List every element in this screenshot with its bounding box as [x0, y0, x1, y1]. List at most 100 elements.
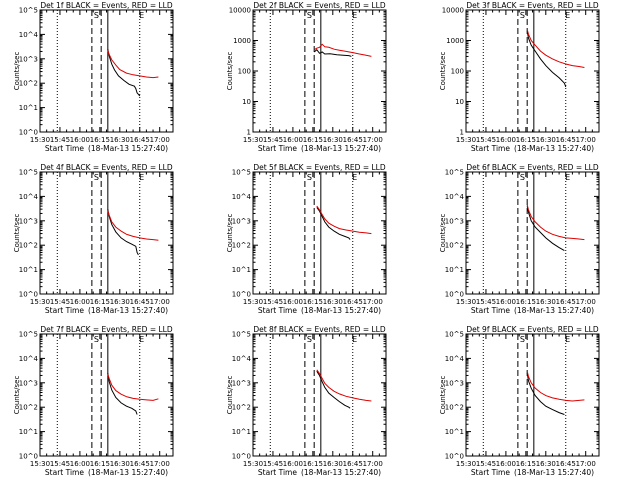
x-tick-label: 15:45 — [50, 298, 70, 306]
x-tick-label: 15:30 — [243, 298, 263, 306]
panel-title: Det 4f BLACK = Events, RED = LLD — [40, 163, 173, 172]
lld-series-line — [316, 369, 372, 402]
x-axis-label: Start Time (18-Mar-13 15:27:40) — [471, 468, 594, 477]
start-marker-label: S — [520, 335, 525, 344]
lld-series-line — [526, 29, 585, 68]
x-tick-label: 16:00 — [70, 136, 90, 144]
y-tick-label: 1000 — [446, 37, 464, 45]
panel-title: Det 7f BLACK = Events, RED = LLD — [40, 325, 173, 334]
x-tick-label: 16:15 — [90, 298, 110, 306]
y-tick-label: 10^3 — [232, 217, 251, 225]
plot-frame — [465, 333, 600, 457]
y-tick-label: 10^2 — [232, 242, 251, 250]
x-tick-label: 15:45 — [263, 136, 283, 144]
end-marker-label: E — [565, 335, 570, 344]
y-tick-label: 10^5 — [232, 331, 251, 339]
x-axis-label: Start Time (18-Mar-13 15:27:40) — [471, 306, 594, 315]
y-axis-label: Counts/sec — [13, 52, 21, 91]
y-tick-label: 10^2 — [445, 242, 464, 250]
y-tick-label: 1000 — [233, 37, 251, 45]
y-tick-label: 10^1 — [19, 428, 38, 436]
x-tick-label: 15:30 — [30, 136, 50, 144]
x-axis-label-prefix: Start Time — [45, 468, 84, 477]
x-axis-label-prefix: Start Time — [471, 144, 510, 153]
panel-title: Det 9f BLACK = Events, RED = LLD — [466, 325, 599, 334]
x-tick-label: 16:45 — [130, 298, 150, 306]
x-tick-label: 16:15 — [516, 298, 536, 306]
x-tick-label: 16:00 — [496, 460, 516, 468]
panel-title: Det 6f BLACK = Events, RED = LLD — [466, 163, 599, 172]
y-tick-label: 10^0 — [19, 453, 38, 461]
plot-frame — [465, 9, 600, 133]
x-axis-label: Start Time (18-Mar-13 15:27:40) — [45, 144, 168, 153]
events-series-line — [316, 370, 351, 409]
x-tick-label: 16:15 — [90, 136, 110, 144]
y-tick-label: 10^2 — [19, 80, 38, 88]
lld-series-line — [316, 205, 372, 235]
y-tick-label: 10^0 — [19, 129, 38, 137]
x-tick-label: 15:30 — [456, 298, 476, 306]
x-tick-label: 16:00 — [283, 460, 303, 468]
x-tick-label: 16:30 — [110, 136, 130, 144]
x-tick-label: 15:45 — [263, 460, 283, 468]
x-tick-label: 16:30 — [536, 298, 556, 306]
panel-title: Det 2f BLACK = Events, RED = LLD — [253, 1, 386, 10]
x-axis-label-prefix: Start Time — [45, 306, 84, 315]
panel-title: Det 8f BLACK = Events, RED = LLD — [253, 325, 386, 334]
start-marker-label: S — [94, 335, 99, 344]
y-axis-label: Counts/sec — [13, 214, 21, 253]
y-tick-label: 10^1 — [19, 104, 38, 112]
x-tick-label: 16:30 — [323, 136, 343, 144]
x-tick-label: 16:00 — [496, 298, 516, 306]
end-marker-label: E — [352, 173, 357, 182]
plot-frame — [39, 171, 174, 295]
x-axis-label-start-time: (18-Mar-13 15:27:40) — [301, 144, 381, 153]
y-tick-label: 10^0 — [445, 291, 464, 299]
y-tick-label: 10^4 — [232, 355, 252, 363]
y-tick-label: 10 — [455, 98, 464, 106]
y-axis-label: Counts/sec — [226, 214, 234, 253]
y-tick-label: 10^5 — [19, 331, 38, 339]
x-tick-label: 15:30 — [456, 460, 476, 468]
x-tick-label: 15:45 — [50, 460, 70, 468]
x-tick-label: 17:00 — [150, 298, 170, 306]
x-axis-label: Start Time (18-Mar-13 15:27:40) — [258, 306, 381, 315]
y-tick-label: 10^1 — [19, 266, 38, 274]
y-tick-label: 10^0 — [19, 291, 38, 299]
events-series-line — [107, 373, 138, 415]
y-tick-label: 10^3 — [19, 217, 38, 225]
y-axis-label: Counts/sec — [439, 214, 447, 253]
end-marker-label: E — [352, 335, 357, 344]
x-tick-label: 16:00 — [496, 136, 516, 144]
plot-frame — [252, 333, 387, 457]
end-marker-label: E — [565, 11, 570, 20]
events-series-line — [313, 48, 352, 57]
x-tick-label: 16:00 — [70, 460, 90, 468]
x-axis-label-start-time: (18-Mar-13 15:27:40) — [88, 144, 168, 153]
x-axis-label-start-time: (18-Mar-13 15:27:40) — [301, 468, 381, 477]
x-axis-label: Start Time (18-Mar-13 15:27:40) — [471, 144, 594, 153]
y-axis-label: Counts/sec — [226, 376, 234, 415]
y-tick-label: 10^4 — [19, 355, 39, 363]
x-tick-label: 16:15 — [516, 136, 536, 144]
x-tick-label: 17:00 — [363, 298, 383, 306]
x-axis-label-prefix: Start Time — [258, 144, 297, 153]
x-axis-label-start-time: (18-Mar-13 15:27:40) — [514, 144, 594, 153]
y-tick-label: 1 — [460, 129, 464, 137]
start-marker-label: S — [520, 11, 525, 20]
x-axis-label-prefix: Start Time — [258, 306, 297, 315]
y-tick-label: 10^5 — [232, 169, 251, 177]
x-axis-label-start-time: (18-Mar-13 15:27:40) — [88, 468, 168, 477]
x-axis-label: Start Time (18-Mar-13 15:27:40) — [45, 306, 168, 315]
x-tick-label: 16:30 — [110, 460, 130, 468]
y-tick-label: 100 — [451, 68, 464, 76]
x-tick-label: 16:45 — [343, 460, 363, 468]
lld-series-line — [526, 204, 585, 241]
lld-series-line — [313, 43, 372, 57]
